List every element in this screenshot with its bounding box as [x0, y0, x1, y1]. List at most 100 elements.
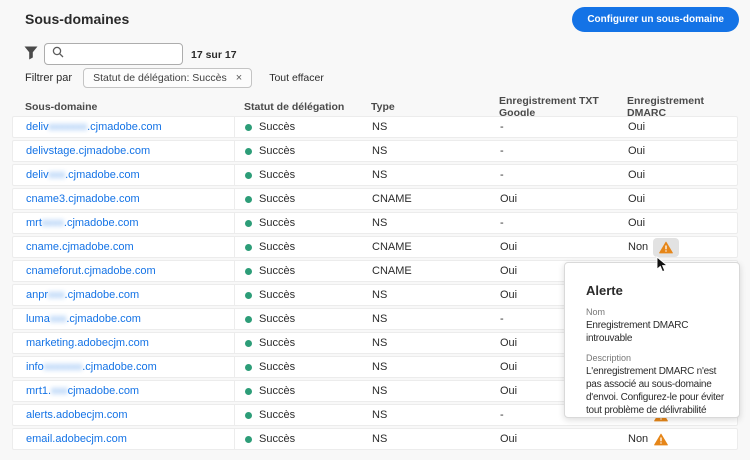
- type-cell: CNAME: [372, 265, 412, 277]
- table-row: delivstage.cjmadobe.com Succès NS - Oui: [12, 140, 738, 162]
- tooltip-name-value: Enregistrement DMARC introuvable: [586, 320, 689, 344]
- column-header-type: Type: [371, 101, 395, 113]
- search-icon: [52, 45, 64, 63]
- table-row: delivxxx.cjmadobe.com Succès NS - Oui: [12, 164, 738, 186]
- success-status-dot-icon: [245, 219, 252, 227]
- txt-google-cell: Oui: [500, 193, 518, 205]
- success-status-dot-icon: [245, 315, 252, 323]
- subdomain-cell: alerts.adobecjm.com: [13, 405, 235, 425]
- redacted-text: xxx: [51, 385, 68, 397]
- txt-google-cell: -: [500, 313, 504, 325]
- delegation-status-cell: Succès: [235, 237, 362, 257]
- success-status-dot-icon: [245, 387, 252, 395]
- success-status-dot-icon: [245, 363, 252, 371]
- type-cell: CNAME: [372, 241, 412, 253]
- subdomain-cell: delivxxx.cjmadobe.com: [13, 165, 235, 185]
- dmarc-cell: Oui: [628, 193, 646, 205]
- dmarc-cell: Oui: [628, 145, 646, 157]
- subdomain-link[interactable]: cname3.cjmadobe.com: [26, 193, 140, 205]
- success-status-dot-icon: [245, 267, 252, 275]
- type-cell: NS: [372, 289, 388, 301]
- tooltip-title: Alerte: [586, 283, 623, 298]
- search-box[interactable]: [44, 43, 183, 65]
- subdomain-cell: infoxxxxxxx.cjmadobe.com: [13, 357, 235, 377]
- delegation-status-cell: Succès: [235, 333, 362, 353]
- subdomain-link[interactable]: marketing.adobecjm.com: [26, 337, 149, 349]
- filter-funnel-icon[interactable]: [23, 45, 41, 63]
- txt-google-cell: -: [500, 121, 504, 133]
- subdomain-link[interactable]: delivstage.cjmadobe.com: [26, 145, 151, 157]
- delegation-status-cell: Succès: [235, 357, 362, 377]
- column-header-delegation-status: Statut de délégation: [244, 101, 345, 113]
- subdomain-link[interactable]: email.adobecjm.com: [26, 433, 127, 445]
- txt-google-cell: -: [500, 217, 504, 229]
- delegation-status-cell: Succès: [235, 141, 362, 161]
- type-cell: NS: [372, 361, 388, 373]
- dmarc-cell: Oui: [628, 121, 646, 133]
- table-row: mrtxxxx.cjmadobe.com Succès NS - Oui: [12, 212, 738, 234]
- dmarc-warning-icon[interactable]: [654, 433, 669, 446]
- type-cell: NS: [372, 217, 388, 229]
- success-status-dot-icon: [245, 411, 252, 419]
- delegation-status-cell: Succès: [235, 165, 362, 185]
- filter-chip-label: Statut de délégation: Succès: [93, 72, 227, 84]
- txt-google-cell: Oui: [500, 265, 518, 277]
- success-status-dot-icon: [245, 435, 252, 443]
- remove-filter-icon[interactable]: ×: [235, 71, 243, 84]
- subdomain-link[interactable]: mrtxxxx.cjmadobe.com: [26, 217, 139, 229]
- dmarc-cell: Non: [618, 429, 737, 449]
- table-row: lumaxxx.cjmadobe.com Succès NS -: [12, 308, 738, 330]
- success-status-dot-icon: [245, 339, 252, 347]
- subdomain-cell: mrt1.xxxcjmadobe.com: [13, 381, 235, 401]
- redacted-text: xxxxxxx: [48, 121, 88, 133]
- delegation-status-cell: Succès: [235, 261, 362, 281]
- txt-google-cell: -: [500, 409, 504, 421]
- table-header: Sous-domaine Statut de délégation Type E…: [12, 95, 738, 119]
- redacted-text: xxxxxxx: [43, 361, 83, 373]
- redacted-text: xxxx: [41, 217, 64, 229]
- txt-google-cell: Oui: [500, 289, 518, 301]
- filter-chip[interactable]: Statut de délégation: Succès ×: [83, 68, 253, 88]
- table-body: delivxxxxxxx.cjmadobe.com Succès NS - Ou…: [12, 116, 738, 452]
- txt-google-cell: Oui: [500, 361, 518, 373]
- result-count: 17 sur 17: [191, 49, 237, 61]
- table-row: anprxxx.cjmadobe.com Succès NS Oui: [12, 284, 738, 306]
- subdomain-link[interactable]: delivxxxxxxx.cjmadobe.com: [26, 121, 162, 133]
- table-row: email.adobecjm.com Succès NS Oui Non: [12, 428, 738, 450]
- table-row: alerts.adobecjm.com Succès NS - Non: [12, 404, 738, 426]
- type-cell: NS: [372, 145, 388, 157]
- type-cell: NS: [372, 409, 388, 421]
- search-input[interactable]: [69, 48, 182, 60]
- type-cell: NS: [372, 433, 388, 445]
- subdomain-link[interactable]: alerts.adobecjm.com: [26, 409, 128, 421]
- clear-all-filters-button[interactable]: Tout effacer: [269, 72, 324, 84]
- alert-tooltip: Alerte Nom Enregistrement DMARC introuva…: [564, 262, 740, 418]
- subdomain-cell: cname.cjmadobe.com: [13, 237, 235, 257]
- success-status-dot-icon: [245, 147, 252, 155]
- txt-google-cell: -: [500, 145, 504, 157]
- txt-google-cell: Oui: [500, 433, 518, 445]
- configure-subdomain-button[interactable]: Configurer un sous-domaine: [572, 7, 739, 32]
- subdomain-cell: lumaxxx.cjmadobe.com: [13, 309, 235, 329]
- subdomain-cell: marketing.adobecjm.com: [13, 333, 235, 353]
- subdomain-link[interactable]: cname.cjmadobe.com: [26, 241, 134, 253]
- delegation-status-cell: Succès: [235, 189, 362, 209]
- subdomain-link[interactable]: cnameforut.cjmadobe.com: [26, 265, 156, 277]
- txt-google-cell: Oui: [500, 241, 518, 253]
- subdomain-link[interactable]: mrt1.xxxcjmadobe.com: [26, 385, 140, 397]
- subdomain-link[interactable]: infoxxxxxxx.cjmadobe.com: [26, 361, 157, 373]
- success-status-dot-icon: [245, 123, 252, 131]
- subdomain-cell: cnameforut.cjmadobe.com: [13, 261, 235, 281]
- dmarc-warning-icon[interactable]: [653, 237, 680, 257]
- type-cell: NS: [372, 169, 388, 181]
- subdomain-link[interactable]: anprxxx.cjmadobe.com: [26, 289, 140, 301]
- subdomain-link[interactable]: delivxxx.cjmadobe.com: [26, 169, 140, 181]
- subdomain-link[interactable]: lumaxxx.cjmadobe.com: [26, 313, 141, 325]
- subdomain-cell: mrtxxxx.cjmadobe.com: [13, 213, 235, 233]
- txt-google-cell: Oui: [500, 337, 518, 349]
- dmarc-cell: Oui: [628, 169, 646, 181]
- subdomain-cell: cname3.cjmadobe.com: [13, 189, 235, 209]
- delegation-status-cell: Succès: [235, 309, 362, 329]
- table-row: mrt1.xxxcjmadobe.com Succès NS Oui: [12, 380, 738, 402]
